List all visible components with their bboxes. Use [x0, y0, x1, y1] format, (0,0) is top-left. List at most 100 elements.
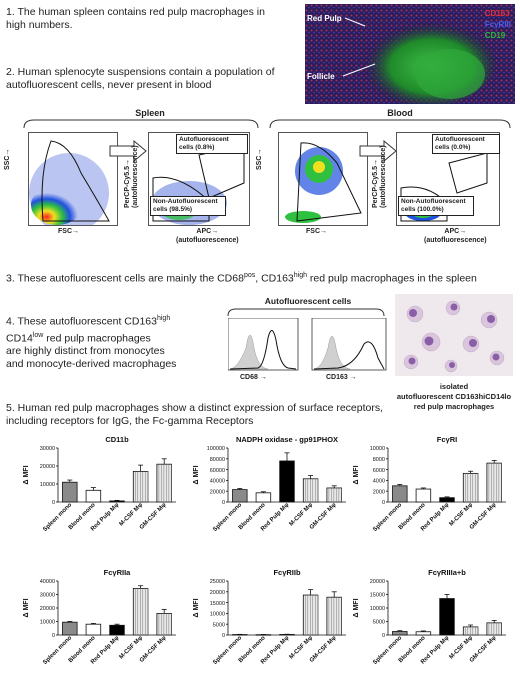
bar [279, 460, 295, 503]
legend-cd19: CD19 [484, 31, 506, 40]
y-tick-label: 20000 [210, 489, 225, 495]
y-tick-label: 0 [52, 500, 55, 506]
histology-image: Red Pulp Follicle CD163 FcγRIII CD19 [305, 4, 515, 104]
bar [109, 624, 125, 636]
bar [392, 485, 408, 503]
spleen-apc-label: APC→ (autofluorescence) [176, 228, 239, 244]
y-tick-label: 40000 [210, 479, 225, 485]
red-pulp-label: Red Pulp [307, 14, 342, 23]
y-axis-label: Δ MFI [353, 598, 360, 617]
spleen-arrow [109, 140, 147, 162]
y-tick-label: 4000 [373, 479, 385, 485]
spleen-title: Spleen [135, 108, 165, 118]
y-tick-label: 10000 [40, 620, 55, 626]
y-tick-label: 8000 [373, 457, 385, 463]
y-tick-label: 100000 [207, 446, 225, 452]
y-tick-label: 0 [52, 633, 55, 639]
histology-texture [305, 4, 515, 104]
statement-4: 4. These autofluorescent CD163high CD14l… [6, 315, 177, 370]
blood-fsc-label: FSC→ [306, 228, 327, 235]
y-tick-label: 0 [222, 633, 225, 639]
y-tick-label: 30000 [40, 446, 55, 452]
chart-title: FcγRIIIa+b [428, 568, 466, 577]
y-tick-label: 15000 [370, 593, 385, 599]
blood-apc-label: APC→ (autofluorescence) [424, 228, 487, 244]
y-tick-label: 10000 [210, 612, 225, 618]
spleen-fsc-label: FSC→ [58, 228, 79, 235]
blood-naf-label: Non-Autofluorescent cells (100.0%) [398, 196, 474, 216]
y-tick-label: 5000 [373, 620, 385, 626]
follicle-label: Follicle [307, 72, 335, 81]
y-axis-label: Δ MFI [193, 465, 200, 484]
y-tick-label: 30000 [40, 593, 55, 599]
y-tick-label: 40000 [40, 579, 55, 585]
spleen-fsc-ssc-plot [28, 132, 118, 233]
y-tick-label: 5000 [213, 622, 225, 628]
y-tick-label: 20000 [40, 606, 55, 612]
bar [109, 500, 125, 503]
y-tick-label: 25000 [210, 579, 225, 585]
y-axis-label: Δ MFI [193, 598, 200, 617]
legend-fcgr3: FcγRIII [484, 20, 511, 29]
y-tick-label: 60000 [210, 468, 225, 474]
bar-chart-5: FcγRIIIa+bΔ MFI05000100001500020000Splee… [353, 568, 506, 666]
chart-title: CD11b [105, 435, 129, 444]
chart-title: FcγRIIb [273, 568, 301, 577]
y-tick-label: 0 [382, 633, 385, 639]
histogram-title: Autofluorescent cells [264, 296, 352, 306]
bar [439, 598, 455, 636]
statement-3: 3. These autofluorescent cells are mainl… [6, 272, 477, 285]
bar [232, 489, 248, 503]
y-tick-label: 6000 [373, 468, 385, 474]
histology-legend: CD163 FcγRIII CD19 [485, 8, 511, 41]
y-axis-label: Δ MFI [353, 465, 360, 484]
spleen-naf-label: Non-Autofluorescent cells (98.5%) [150, 196, 226, 216]
y-tick-label: 80000 [210, 457, 225, 463]
blood-title: Blood [387, 108, 413, 118]
blood-ssc-label: SSC→ [256, 148, 263, 170]
blood-arrow [359, 140, 397, 162]
spleen-percp-label: PerCP-Cy5.5→ (autofluorescence) [124, 145, 139, 208]
bar [392, 631, 408, 636]
bar [415, 488, 432, 503]
pointer-lines [342, 17, 376, 77]
y-axis-label: Δ MFI [23, 465, 30, 484]
statement-5: 5. Human red pulp macrophages show a dis… [6, 402, 384, 427]
cd163-axis-label: CD163 → [326, 374, 357, 381]
legend-cd163: CD163 [484, 9, 510, 18]
blood-percp-label: PerCP-Cy5.5→ (autofluorescence) [372, 145, 387, 208]
y-tick-label: 0 [382, 500, 385, 506]
y-tick-label: 2000 [373, 489, 385, 495]
spleen-af-label: Autofluorescent cells (0.8%) [176, 134, 248, 154]
bar [85, 489, 102, 503]
chart-title: FcγRIIa [104, 568, 132, 577]
bar [85, 623, 102, 636]
bar [415, 631, 432, 636]
bar-chart-1: NADPH oxidase - gp91PHOX Δ MFI 0 20000 40000… [193, 435, 346, 533]
bar [62, 481, 78, 503]
blood-af-label: Autofluorescent cells (0.0%) [432, 134, 500, 154]
statement-2: 2. Human splenocyte suspensions contain … [6, 66, 275, 91]
chart-title: NADPH oxidase - gp91PHOX [236, 435, 338, 444]
group-brackets [23, 119, 511, 129]
y-tick-label: 0 [222, 500, 225, 506]
red-pulp-micrograph [395, 294, 513, 376]
micrograph-caption: isolated autofluorescent CD163hiCD14lo r… [396, 382, 512, 411]
y-tick-label: 20000 [370, 579, 385, 585]
y-tick-label: 10000 [370, 606, 385, 612]
y-tick-label: 10000 [40, 482, 55, 488]
statement-1: 1. The human spleen contains red pulp ma… [6, 6, 265, 31]
cd68-axis-label: CD68 → [240, 374, 267, 381]
histogram-plots [228, 318, 387, 371]
y-tick-label: 20000 [40, 464, 55, 470]
y-tick-label: 15000 [210, 601, 225, 607]
y-tick-label: 10000 [370, 446, 385, 452]
bar [62, 621, 78, 636]
y-tick-label: 20000 [210, 590, 225, 596]
bar [439, 497, 455, 503]
histogram-bracket [227, 308, 385, 317]
